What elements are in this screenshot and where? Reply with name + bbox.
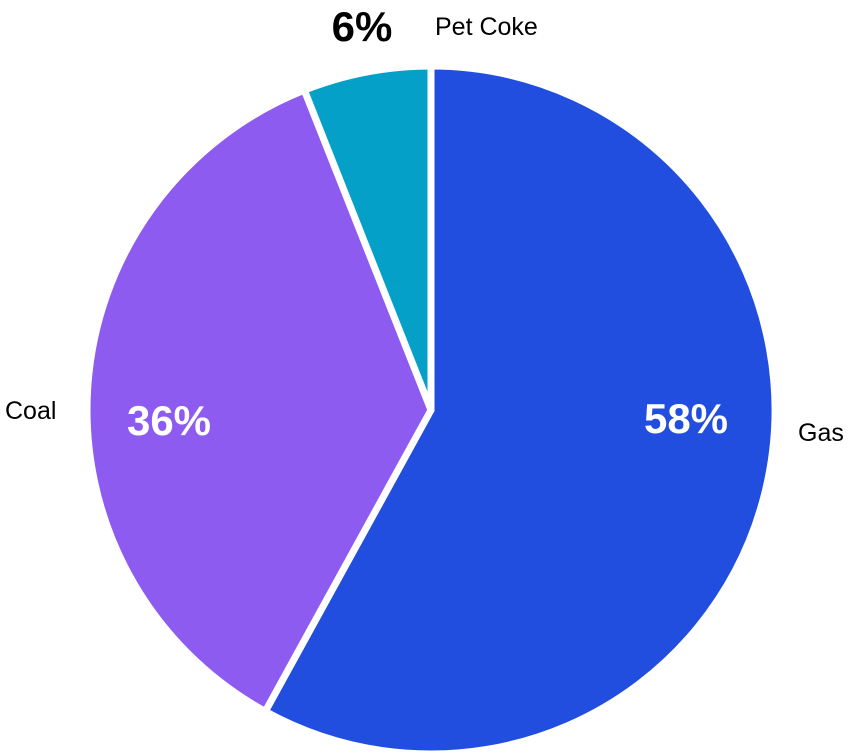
pie-slice-coal [83,86,435,715]
pie-slice-pet-coke [300,62,435,414]
pie-labels: 58% Gas 36% Coal 6% Pet Coke [5,3,844,447]
value-label-pet-coke: 6% [332,3,393,50]
pie-slices [83,62,779,754]
value-label-gas: 58% [644,395,728,442]
category-label-pet-coke: Pet Coke [435,13,538,41]
category-label-coal: Coal [5,397,56,425]
category-label-gas: Gas [798,419,844,447]
value-label-coal: 36% [127,397,211,444]
